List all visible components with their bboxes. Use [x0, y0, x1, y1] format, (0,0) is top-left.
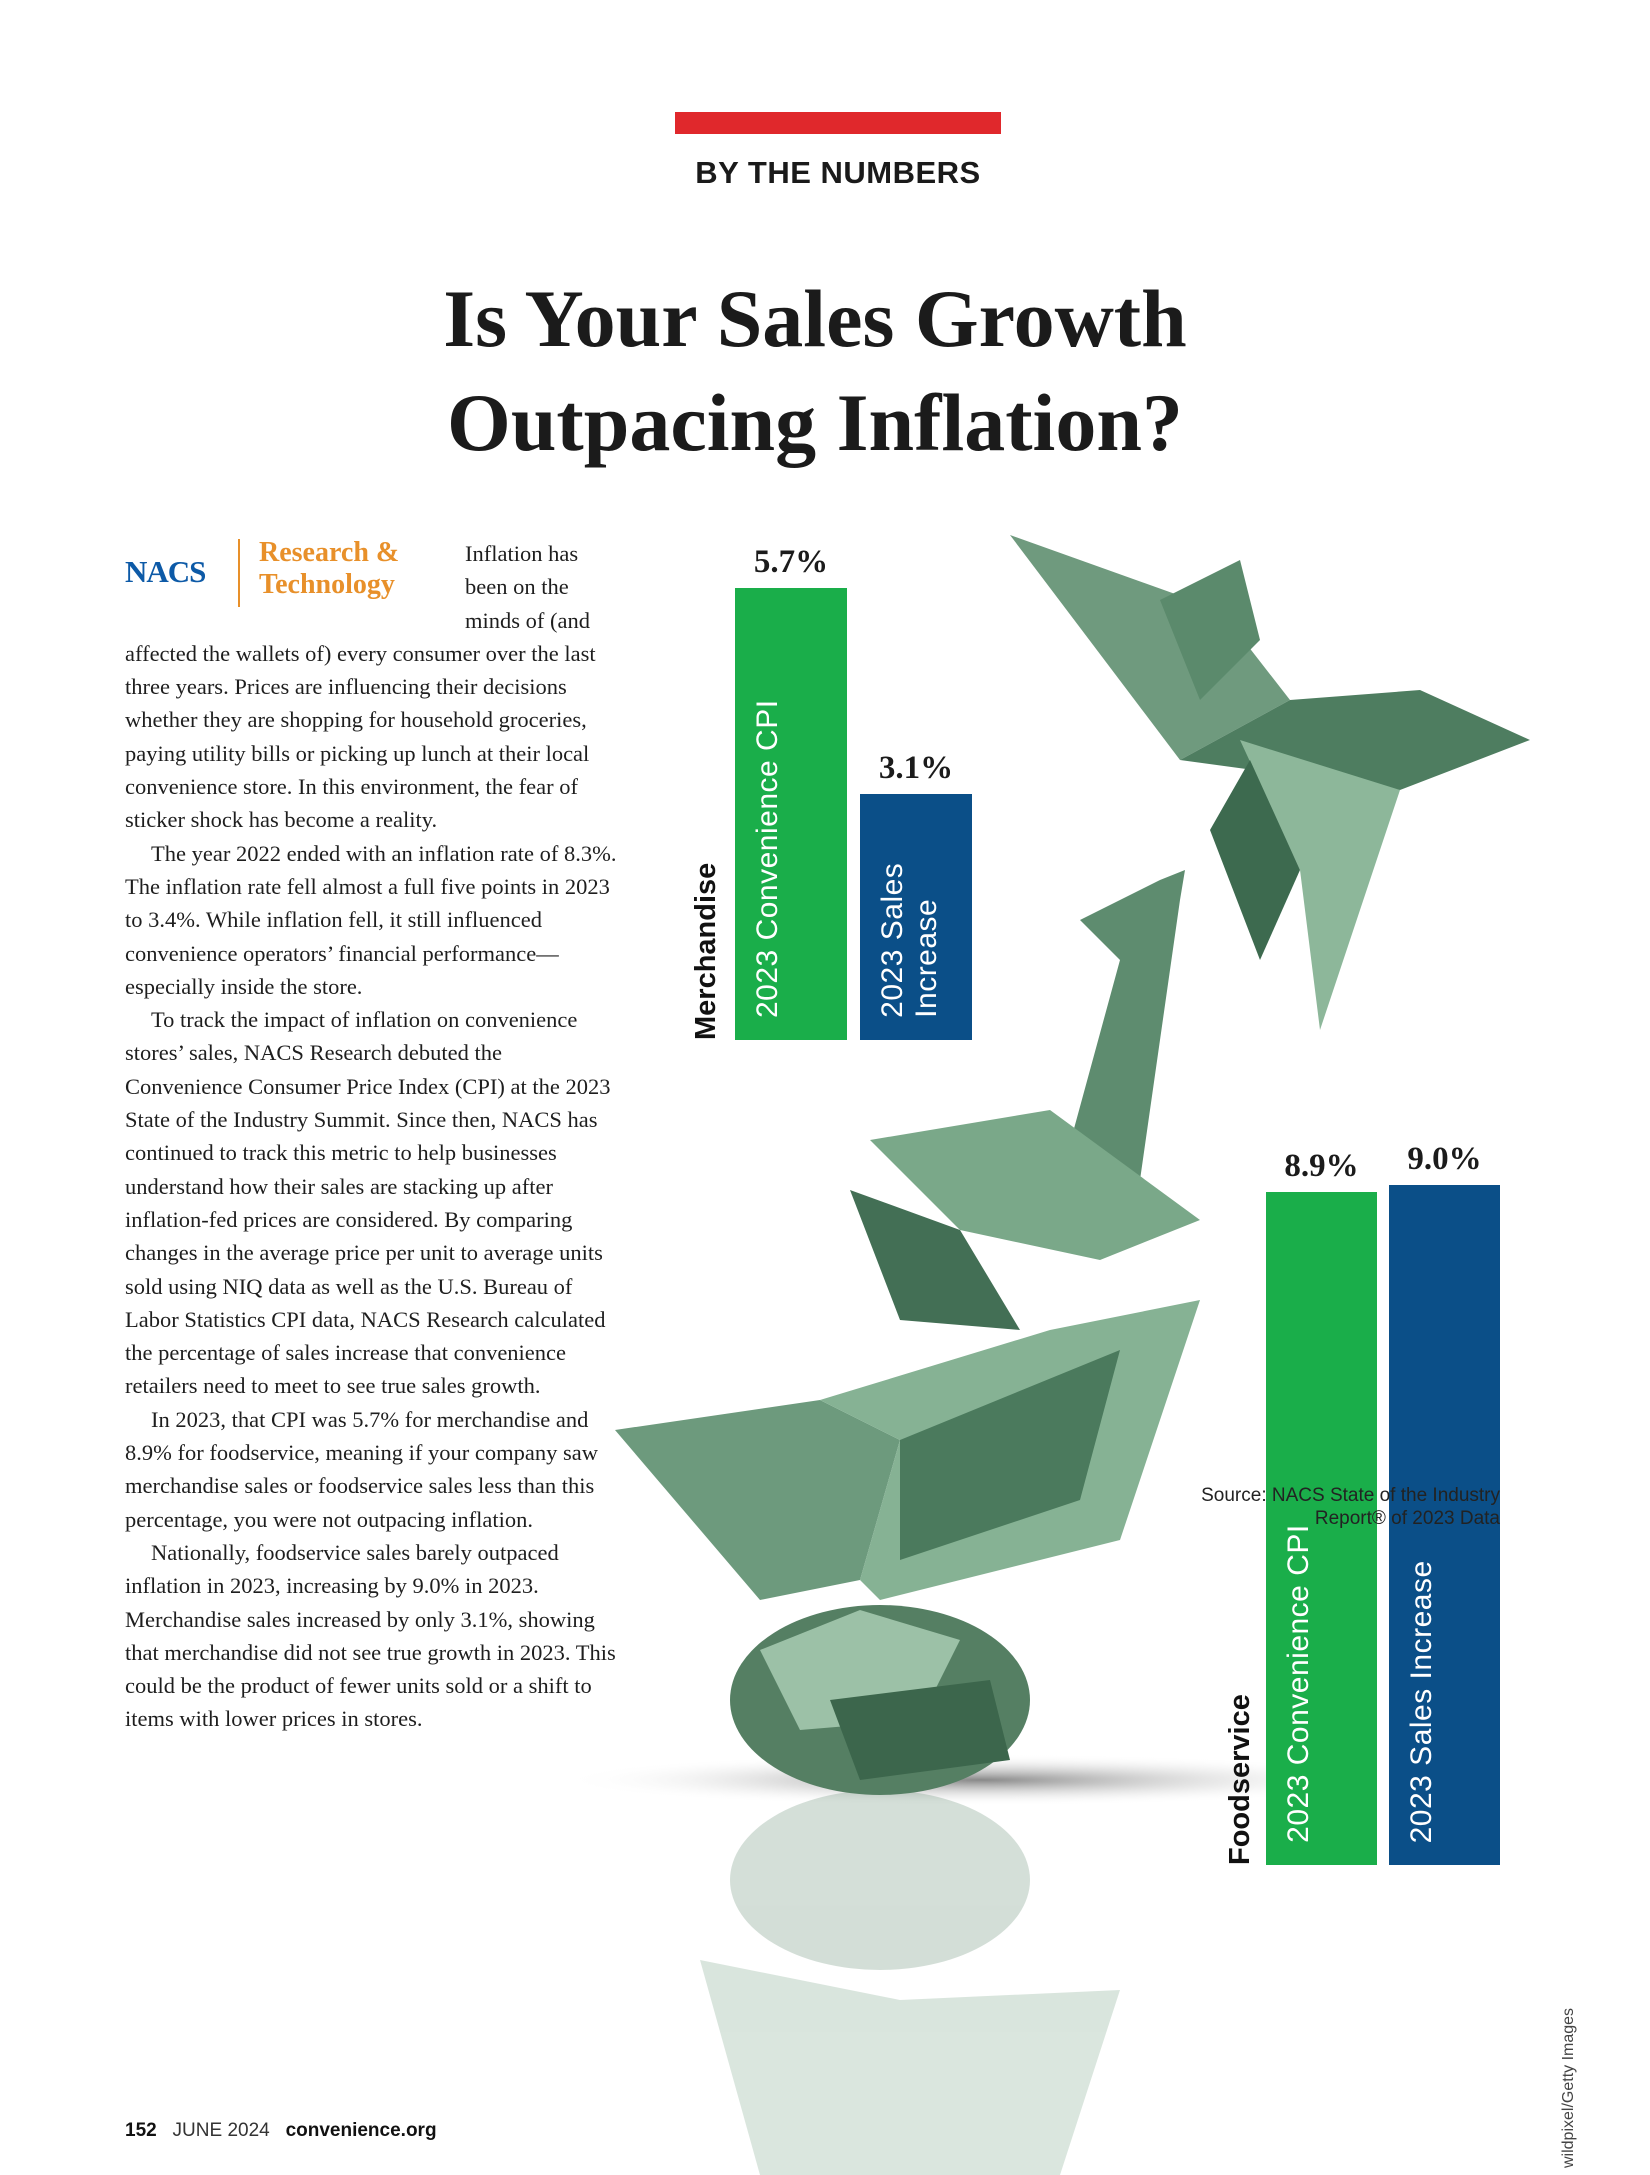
page-number: 152: [125, 2120, 157, 2141]
logo: NACS Research & Technology: [125, 537, 465, 633]
bar: 2023 Convenience CPI: [1266, 1192, 1377, 1865]
paragraph: Nationally, foodservice sales barely out…: [125, 1539, 616, 1732]
paragraph: Inflation has been on the minds of (and …: [125, 541, 596, 833]
logo-unit-line: Technology: [259, 569, 395, 600]
photo-credit: wildpixel/Getty Images: [1560, 2007, 1577, 2168]
logo-name: NACS: [125, 554, 206, 589]
headline-line: Is Your Sales Growth: [443, 273, 1187, 364]
bar: 2023 Convenience CPI: [735, 587, 847, 1040]
section-label: BY THE NUMBERS: [695, 155, 981, 190]
paragraph: To track the impact of inflation on conv…: [125, 1007, 611, 1399]
logo-divider: [238, 539, 240, 607]
website: convenience.org: [285, 2120, 437, 2141]
value-label: 5.7%: [753, 543, 829, 580]
issue-date: JUNE 2024: [172, 2120, 270, 2141]
shadow: [560, 1754, 1400, 1806]
group-title: Foodservice: [1224, 1694, 1256, 1865]
logo-unit-line: Research &: [259, 537, 400, 568]
origami-bird: [1010, 535, 1530, 1030]
bar: 2023 Sales Increase: [1389, 1184, 1500, 1865]
bar: 2023 Sales Increase: [860, 794, 972, 1040]
source-note: Source: NACS State of the Industry Repor…: [1201, 1485, 1500, 1529]
headline-line: Outpacing Inflation?: [447, 377, 1183, 468]
section-rule: [675, 112, 1001, 134]
page-footer: 152 JUNE 2024 convenience.org: [125, 2120, 437, 2142]
article-body: NACS Research & Technology Inflation has…: [125, 537, 620, 1736]
group-title: Merchandise: [690, 862, 722, 1040]
category-label: 2023 Sales Increase: [876, 862, 943, 1018]
value-label: 3.1%: [878, 750, 954, 787]
value-label: 9.0%: [1407, 1140, 1482, 1177]
headline: Is Your Sales Growth Outpacing Inflation…: [200, 267, 1430, 475]
paragraph: In 2023, that CPI was 5.7% for merchandi…: [125, 1406, 598, 1532]
category-label: 2023 Convenience CPI: [751, 699, 784, 1018]
reflection: [700, 1790, 1120, 2175]
paragraph: The year 2022 ended with an inflation ra…: [125, 840, 617, 999]
origami-swan: [615, 870, 1200, 1600]
logo-unit: Research & Technology: [259, 537, 399, 601]
value-label: 8.9%: [1284, 1148, 1359, 1185]
crumpled-bill: [730, 1605, 1030, 1795]
